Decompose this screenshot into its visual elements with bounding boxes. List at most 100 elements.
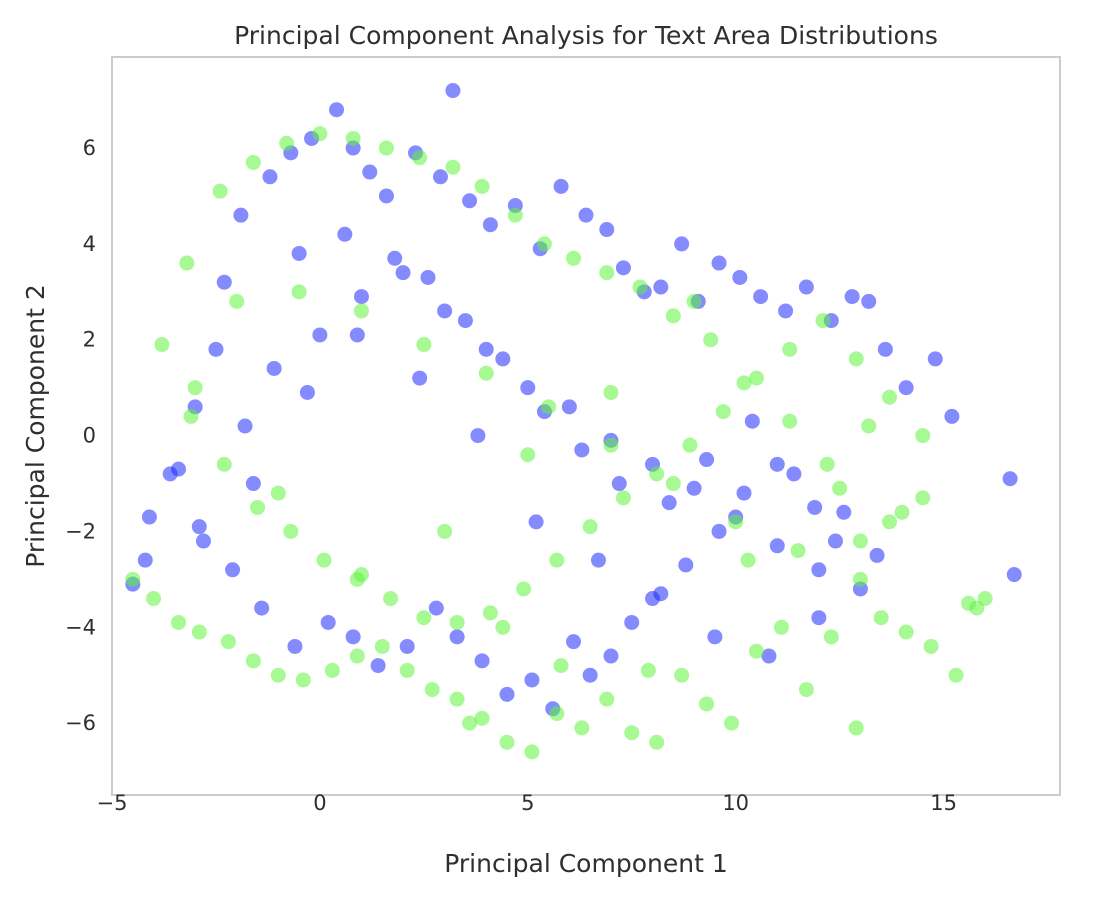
series-2-point: [374, 638, 390, 654]
series-1-point: [437, 303, 453, 319]
series-2-point: [191, 624, 207, 640]
series-2-point: [478, 365, 494, 381]
series-1-point: [1006, 567, 1022, 583]
series-1-point: [761, 648, 777, 664]
series-1-point: [432, 169, 448, 185]
series-2-point: [782, 413, 798, 429]
series-1-point: [171, 461, 187, 477]
series-1-point: [861, 293, 877, 309]
series-1-point: [524, 672, 540, 688]
x-tick-label: 15: [930, 791, 957, 815]
series-1-point: [566, 634, 582, 650]
series-1-point: [753, 289, 769, 305]
series-2-point: [852, 533, 868, 549]
series-1-point: [216, 274, 232, 290]
series-1-point: [599, 222, 615, 238]
series-1-point: [428, 600, 444, 616]
series-1-point: [898, 380, 914, 396]
series-2-point: [894, 504, 910, 520]
series-2-point: [183, 408, 199, 424]
series-2-point: [270, 485, 286, 501]
series-2-point: [270, 667, 286, 683]
series-1-point: [499, 686, 515, 702]
series-1-point: [836, 504, 852, 520]
series-1-point: [711, 255, 727, 271]
series-2-point: [740, 552, 756, 568]
series-1-point: [553, 178, 569, 194]
series-2-point: [728, 514, 744, 530]
series-1-point: [291, 245, 307, 261]
series-2-point: [146, 591, 162, 607]
series-1-point: [645, 591, 661, 607]
series-2-point: [245, 653, 261, 669]
series-1-point: [811, 562, 827, 578]
series-1-point: [869, 547, 885, 563]
series-2-point: [574, 720, 590, 736]
series-1-point: [707, 629, 723, 645]
series-1-point: [449, 629, 465, 645]
series-1-point: [686, 480, 702, 496]
series-1-point: [345, 629, 361, 645]
series-1-point: [245, 476, 261, 492]
series-2-point: [773, 619, 789, 635]
series-2-point: [674, 667, 690, 683]
series-1-point: [798, 279, 814, 295]
series-2-point: [915, 428, 931, 444]
y-tick-label: 4: [83, 232, 96, 256]
series-2-point: [245, 154, 261, 170]
series-2-point: [724, 715, 740, 731]
series-2-point: [316, 552, 332, 568]
series-2-point: [566, 250, 582, 266]
series-2-point: [345, 130, 361, 146]
series-1-point: [732, 269, 748, 285]
series-1-point: [674, 236, 690, 252]
series-2-point: [295, 672, 311, 688]
y-tick-label: −2: [65, 519, 96, 543]
series-1-point: [262, 169, 278, 185]
series-2-point: [819, 456, 835, 472]
series-1-point: [445, 83, 461, 99]
series-2-point: [649, 466, 665, 482]
series-1-point: [807, 499, 823, 515]
series-2-point: [212, 183, 228, 199]
series-2-point: [474, 710, 490, 726]
series-1-point: [811, 610, 827, 626]
series-2-point: [412, 150, 428, 166]
series-2-point: [220, 634, 236, 650]
series-2-point: [349, 648, 365, 664]
series-2-point: [603, 384, 619, 400]
series-2-point: [499, 734, 515, 750]
series-2-point: [665, 308, 681, 324]
series-1-point: [520, 380, 536, 396]
series-2-point: [291, 284, 307, 300]
series-1-point: [574, 442, 590, 458]
series-1-point: [349, 327, 365, 343]
series-1-point: [624, 614, 640, 630]
series-2-point: [216, 456, 232, 472]
series-2-point: [615, 490, 631, 506]
series-1-point: [254, 600, 270, 616]
x-tick-label: 0: [313, 791, 326, 815]
series-1-point: [237, 418, 253, 434]
series-1-point: [208, 341, 224, 357]
series-2-point: [549, 552, 565, 568]
series-1-point: [474, 653, 490, 669]
series-1-point: [353, 289, 369, 305]
series-2-point: [699, 696, 715, 712]
series-2-point: [424, 682, 440, 698]
series-1-point: [462, 193, 478, 209]
series-2-point: [474, 178, 490, 194]
series-1-point: [387, 250, 403, 266]
series-1-point: [590, 552, 606, 568]
series-2-point: [125, 571, 141, 587]
series-2-point: [187, 380, 203, 396]
series-2-point: [324, 662, 340, 678]
series-2-point: [736, 375, 752, 391]
series-2-point: [482, 605, 498, 621]
series-1-point: [137, 552, 153, 568]
series-2-point: [649, 734, 665, 750]
series-1-point: [744, 413, 760, 429]
series-2-point: [861, 418, 877, 434]
